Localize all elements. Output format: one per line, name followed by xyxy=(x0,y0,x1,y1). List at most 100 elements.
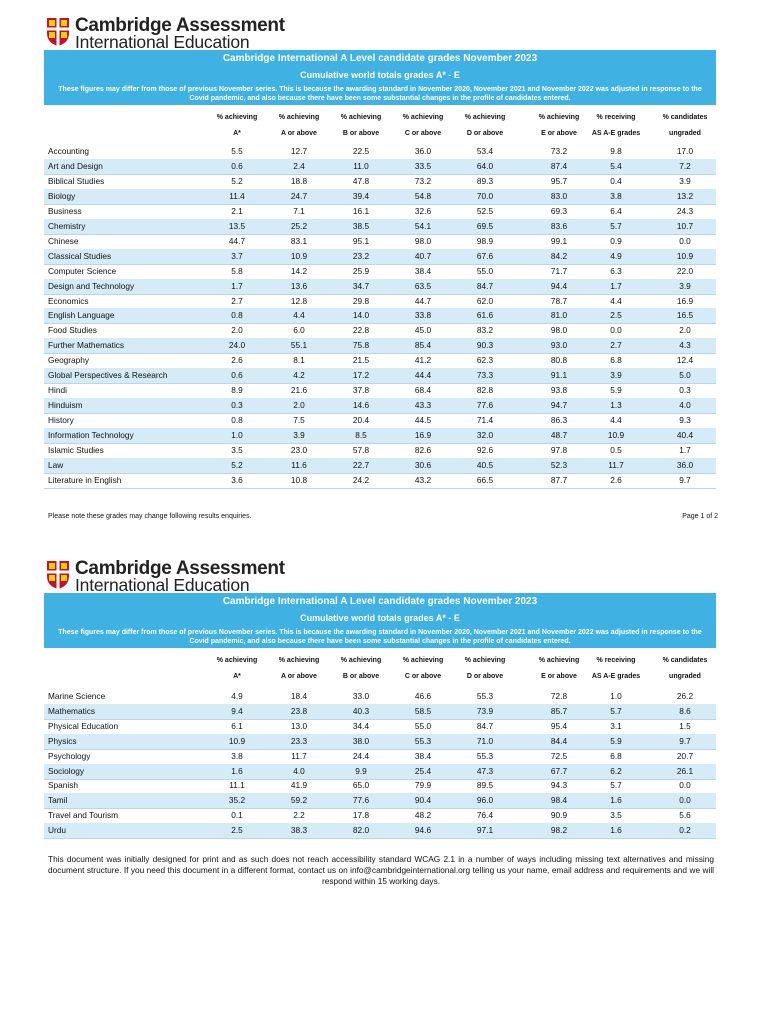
value: 67.7 xyxy=(550,765,568,776)
value: 5.7 xyxy=(610,705,622,716)
value: 90.4 xyxy=(414,795,432,806)
value: 0.5 xyxy=(610,445,622,455)
value: 22.0 xyxy=(676,265,694,276)
value: 4.9 xyxy=(610,250,622,261)
value: 8.9 xyxy=(231,385,243,396)
value: 5.4 xyxy=(610,160,622,171)
table-row: Marine Science 4.9 18.4 33.0 46.6 55.3 72.8 1.0… xyxy=(44,689,716,705)
value: 5.9 xyxy=(610,385,622,396)
value: 18.8 xyxy=(290,175,308,186)
value: 8.6 xyxy=(679,705,691,716)
value: 3.8 xyxy=(231,750,243,761)
value: 10.9 xyxy=(676,250,694,261)
table-row: Information Technology 1.0 3.9 8.5 16.9 32.0 4… xyxy=(44,428,716,445)
column-header: C or above xyxy=(404,673,442,680)
value: 10.8 xyxy=(290,474,308,485)
value: 98.0 xyxy=(550,325,568,336)
value: 0.1 xyxy=(231,810,243,821)
value: 84.2 xyxy=(550,250,568,261)
value: 62.0 xyxy=(476,295,494,306)
column-header: A* xyxy=(233,673,241,680)
subject: Hinduism xyxy=(48,400,83,411)
banner: Cambridge International A Level candidat… xyxy=(44,50,716,105)
value: 47.8 xyxy=(352,175,370,186)
column-header: E or above xyxy=(541,673,577,680)
logo-shield xyxy=(47,18,69,46)
value: 81.0 xyxy=(550,310,568,321)
value: 1.6 xyxy=(610,825,622,836)
value: 0.2 xyxy=(679,825,691,836)
value: 14.2 xyxy=(290,265,308,276)
value: 23.2 xyxy=(352,250,370,261)
value: 29.8 xyxy=(352,295,370,306)
value: 73.9 xyxy=(476,705,494,716)
value: 6.8 xyxy=(610,355,622,366)
value: 2.6 xyxy=(231,355,243,366)
value: 59.2 xyxy=(290,795,308,806)
value: 9.7 xyxy=(679,735,691,746)
value: 21.5 xyxy=(352,355,370,366)
value: 94.7 xyxy=(550,400,568,411)
column-header: ungraded xyxy=(669,673,701,680)
value: 1.5 xyxy=(679,720,691,731)
value: 70.0 xyxy=(476,190,494,201)
value: 69.5 xyxy=(476,220,494,231)
value: 17.8 xyxy=(352,810,370,821)
subject: Chemistry xyxy=(48,220,86,231)
value: 97.8 xyxy=(550,445,568,455)
value: 1.7 xyxy=(231,280,243,291)
value: 71.4 xyxy=(476,415,494,426)
column-header: B or above xyxy=(342,130,380,137)
value: 3.6 xyxy=(231,474,243,485)
value: 12.8 xyxy=(290,295,308,306)
value: 33.5 xyxy=(414,160,432,171)
value: 25.4 xyxy=(414,765,432,776)
subject: Food Studies xyxy=(48,325,97,336)
value: 4.0 xyxy=(679,400,691,411)
value: 0.0 xyxy=(679,795,691,806)
value: 0.8 xyxy=(231,310,243,321)
value: 36.0 xyxy=(414,146,432,156)
value: 4.4 xyxy=(610,295,622,306)
value: 54.8 xyxy=(414,190,432,201)
value: 62.3 xyxy=(476,355,494,366)
value: 41.2 xyxy=(414,355,432,366)
value: 46.6 xyxy=(414,691,432,701)
column-header: B or above xyxy=(342,673,380,680)
value: 2.0 xyxy=(231,325,243,336)
value: 93.8 xyxy=(550,385,568,396)
value: 8.5 xyxy=(355,430,367,441)
value: 58.5 xyxy=(414,705,432,716)
value: 98.2 xyxy=(550,825,568,836)
value: 61.6 xyxy=(476,310,494,321)
value: 23.0 xyxy=(290,445,308,455)
value: 87.7 xyxy=(550,474,568,485)
value: 7.1 xyxy=(293,205,305,216)
subject: Physical Education xyxy=(48,720,119,731)
value: 71.7 xyxy=(550,265,568,276)
value: 10.9 xyxy=(607,430,625,441)
table-row: Accounting 5.5 12.7 22.5 36.0 53.4 73.2 9.8 17.0 xyxy=(44,144,716,160)
value: 93.0 xyxy=(550,340,568,351)
value: 17.0 xyxy=(676,146,694,156)
value: 38.0 xyxy=(352,735,370,746)
value: 25.9 xyxy=(352,265,370,276)
value: 67.6 xyxy=(476,250,494,261)
value: 11.1 xyxy=(229,780,245,791)
value: 10.9 xyxy=(290,250,308,261)
table-row: Psychology 3.8 11.7 24.4 38.4 55.3 72.5 6.8 20.7 xyxy=(44,749,716,765)
value: 33.8 xyxy=(414,310,432,321)
value: 85.7 xyxy=(550,705,568,716)
table-row: English Language 0.8 4.4 14.0 33.8 61.6 81.0 2.… xyxy=(44,308,716,325)
value: 32.0 xyxy=(476,430,494,441)
column-header: A or above xyxy=(281,673,317,680)
value: 38.4 xyxy=(414,750,432,761)
value: 38.3 xyxy=(290,825,308,836)
value: 79.9 xyxy=(414,780,432,791)
value: 5.8 xyxy=(231,265,243,276)
value: 11.4 xyxy=(229,190,245,201)
value: 40.7 xyxy=(414,250,432,261)
value: 8.1 xyxy=(293,355,305,366)
column-header: D or above xyxy=(466,673,504,680)
value: 72.5 xyxy=(550,750,568,761)
